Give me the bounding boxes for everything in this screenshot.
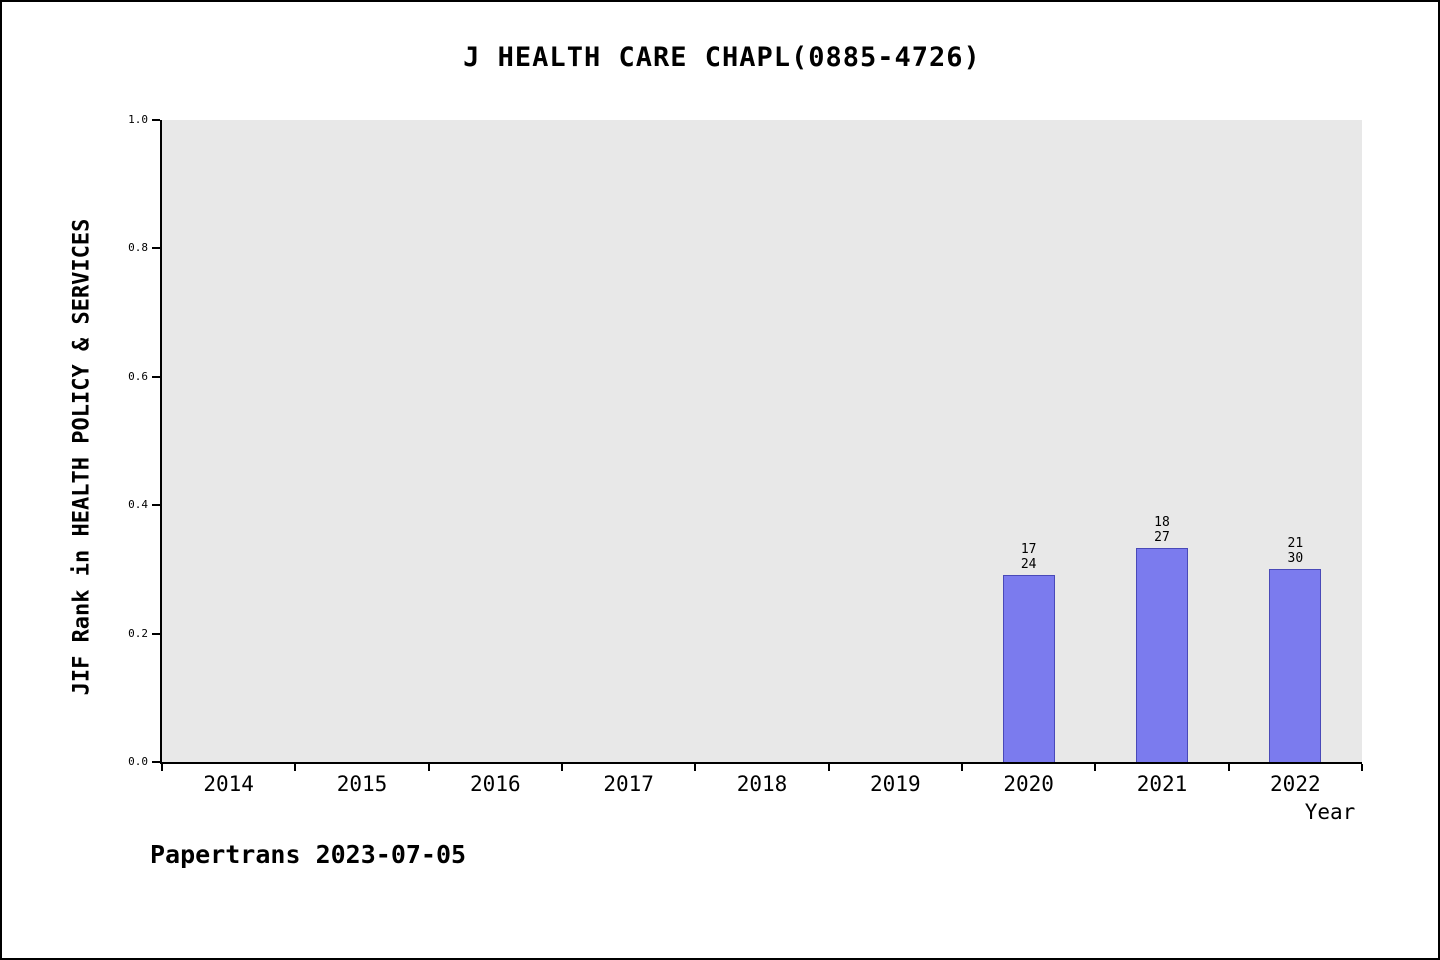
y-tick-mark — [152, 247, 160, 250]
x-tick-label: 2019 — [870, 772, 921, 796]
x-tick-label: 2022 — [1270, 772, 1321, 796]
plot-area: 0.0 0.2 0.4 0.6 0.8 1.0 2014 2015 2016 2017 2018 20… — [128, 113, 1363, 796]
x-tick-mark — [961, 764, 963, 771]
y-tick-label: 0.0 — [128, 755, 148, 768]
x-tick-mark — [1361, 764, 1363, 771]
x-tick-mark — [294, 764, 297, 771]
bar-value-label: 21 30 — [1287, 536, 1304, 566]
bar — [1136, 548, 1188, 762]
x-tick-label: 2018 — [736, 772, 788, 796]
y-tick-mark — [152, 119, 160, 121]
x-tick-label: 2016 — [470, 772, 521, 796]
x-tick-label: 2017 — [603, 772, 654, 796]
bar-value-label: 17 24 — [1020, 542, 1037, 572]
x-tick-mark — [827, 764, 830, 771]
bar — [1269, 569, 1322, 762]
x-axis-label: Year — [1304, 800, 1356, 824]
y-tick-mark — [152, 632, 160, 635]
y-tick-mark — [152, 504, 160, 507]
y-tick-label: 0.6 — [128, 369, 148, 383]
y-tick-label: 0.4 — [128, 498, 148, 512]
x-tick-label: 2015 — [336, 772, 388, 796]
x-tick-mark — [1227, 764, 1230, 771]
bar-value-label: 18 27 — [1154, 515, 1170, 545]
y-tick-label: 0.2 — [128, 626, 148, 640]
bar — [1002, 575, 1055, 762]
x-tick-label: 2020 — [1003, 772, 1054, 796]
x-tick-mark — [427, 764, 430, 771]
y-tick-mark — [152, 761, 160, 763]
y-tick-label: 0.8 — [128, 241, 148, 255]
footer-text: Papertrans 2023-07-05 — [150, 840, 467, 869]
y-tick-label: 1.0 — [128, 113, 148, 126]
y-tick-mark — [152, 375, 160, 378]
x-tick-label: 2021 — [1136, 772, 1188, 796]
x-tick-mark — [561, 764, 563, 771]
chart-title: J HEALTH CARE CHAPL(0885-4726) — [463, 42, 981, 73]
x-tick-mark — [694, 764, 697, 771]
x-tick-label: 2014 — [203, 772, 254, 796]
x-tick-mark — [1094, 764, 1097, 771]
x-tick-mark — [161, 764, 163, 771]
y-axis-label: JIF Rank in HEALTH POLICY & SERVICES — [69, 218, 95, 696]
